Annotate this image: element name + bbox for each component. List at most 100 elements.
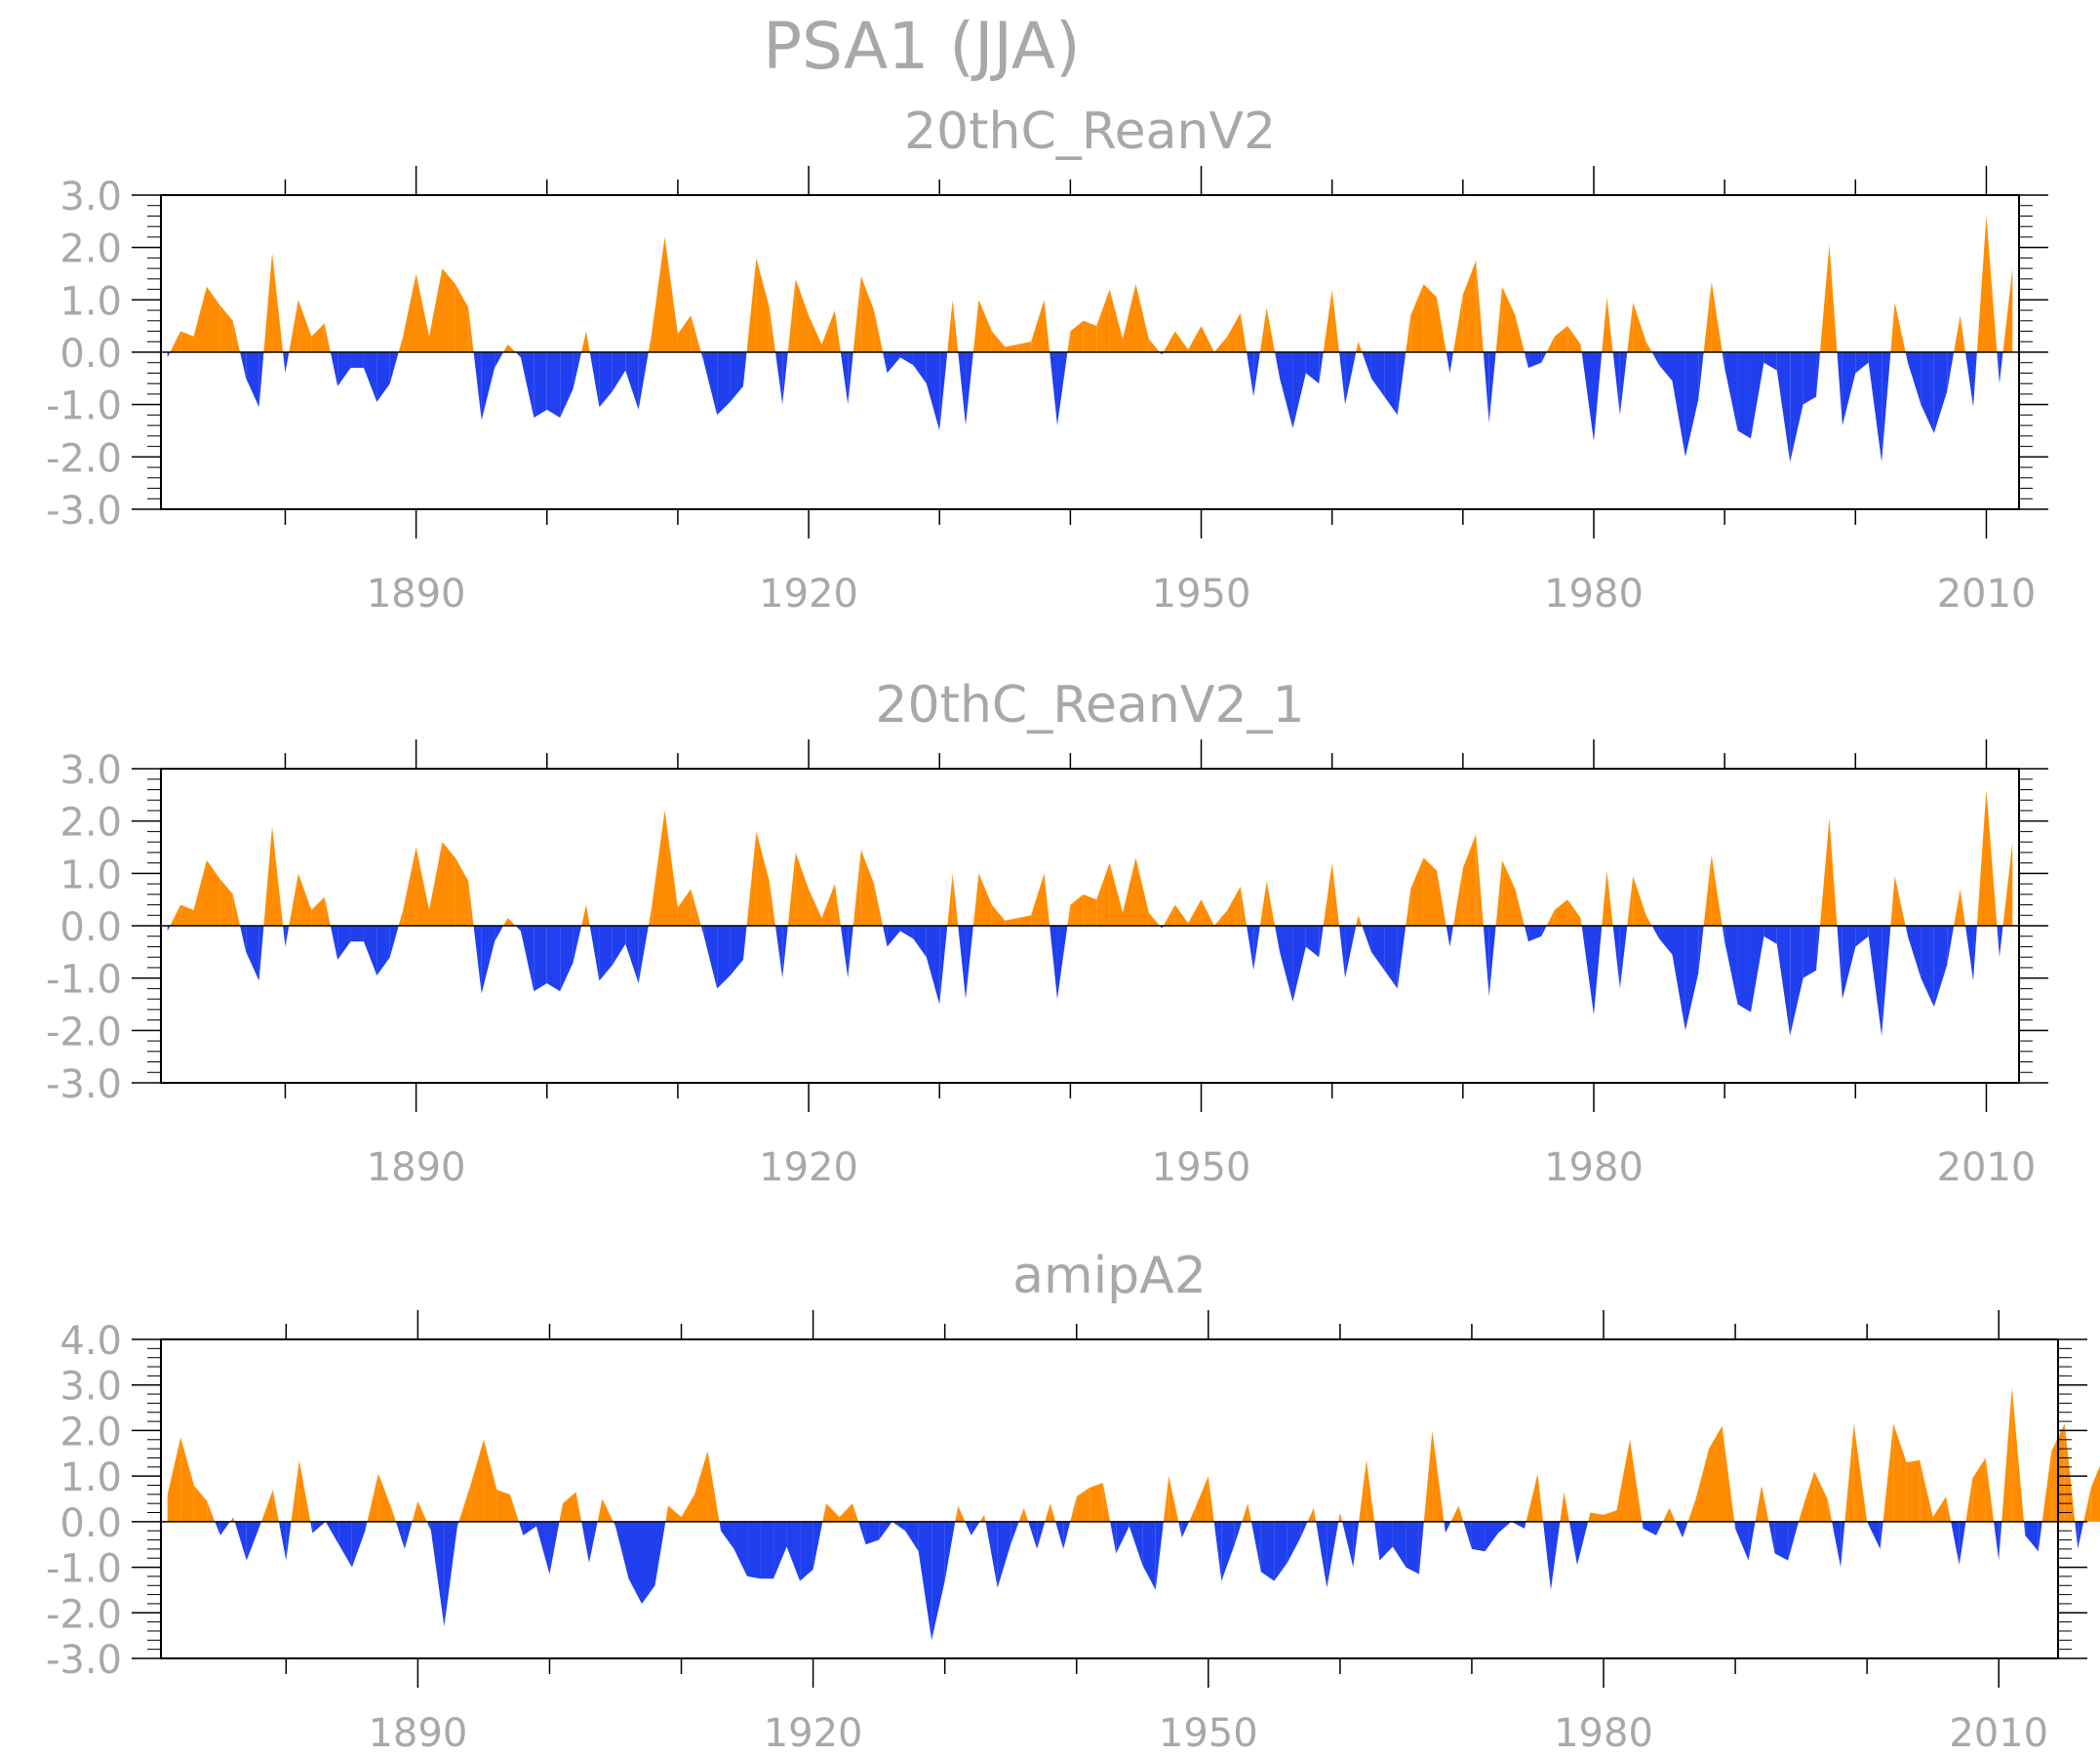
positive-area-segment bbox=[1070, 1496, 1077, 1522]
negative-area-segment bbox=[1581, 926, 1594, 1016]
negative-area-segment bbox=[1907, 352, 1922, 405]
negative-area-segment bbox=[1384, 352, 1398, 416]
negative-area-segment bbox=[515, 352, 521, 358]
y-tick-label: 2.0 bbox=[59, 227, 122, 272]
positive-area-segment bbox=[1567, 326, 1581, 352]
negative-area-segment bbox=[926, 352, 940, 431]
negative-area-segment bbox=[1837, 926, 1842, 1000]
positive-area-segment bbox=[1986, 216, 1998, 352]
y-tick-label: 3.0 bbox=[59, 748, 122, 793]
positive-area-segment bbox=[597, 1498, 603, 1522]
positive-area-segment bbox=[769, 307, 775, 352]
negative-area-segment bbox=[747, 1521, 761, 1579]
positive-area-segment bbox=[1976, 789, 1987, 926]
negative-area-segment bbox=[286, 1521, 292, 1561]
x-tick-label: 1890 bbox=[368, 1711, 467, 1754]
negative-area-segment bbox=[985, 1521, 998, 1588]
negative-area-segment bbox=[1370, 926, 1385, 971]
negative-area-segment bbox=[654, 1521, 666, 1586]
y-tick-label: 0.0 bbox=[59, 332, 122, 377]
negative-area-segment bbox=[283, 926, 286, 947]
positive-area-segment bbox=[707, 1451, 720, 1522]
x-tick-label: 1890 bbox=[367, 572, 466, 617]
negative-area-segment bbox=[1576, 1521, 1589, 1566]
negative-area-segment bbox=[1999, 352, 2003, 384]
positive-area-segment bbox=[193, 859, 207, 926]
panel-subtitle: 20thC_ReanV2_1 bbox=[875, 676, 1304, 735]
positive-area-segment bbox=[1801, 1471, 1815, 1522]
positive-area-segment bbox=[442, 268, 456, 352]
positive-area-segment bbox=[170, 331, 181, 352]
positive-area-segment bbox=[1018, 1507, 1024, 1522]
negative-area-segment bbox=[887, 352, 900, 374]
positive-area-segment bbox=[826, 1503, 840, 1522]
negative-area-segment bbox=[1342, 1521, 1354, 1568]
negative-area-segment bbox=[167, 352, 171, 358]
negative-area-segment bbox=[1776, 926, 1791, 1036]
positive-area-segment bbox=[2041, 1451, 2052, 1522]
negative-area-segment bbox=[1292, 352, 1306, 428]
positive-area-segment bbox=[416, 847, 430, 926]
positive-area-segment bbox=[263, 253, 273, 352]
negative-area-segment bbox=[1483, 352, 1489, 423]
positive-area-segment bbox=[1755, 1485, 1763, 1522]
positive-area-segment bbox=[403, 847, 416, 926]
positive-area-segment bbox=[193, 1485, 208, 1522]
negative-area-segment bbox=[546, 926, 561, 992]
negative-area-segment bbox=[1763, 926, 1777, 944]
positive-area-segment bbox=[1819, 817, 1830, 926]
positive-area-segment bbox=[1123, 857, 1136, 926]
negative-area-segment bbox=[285, 352, 290, 374]
negative-area-segment bbox=[1921, 352, 1934, 434]
negative-area-segment bbox=[1527, 926, 1542, 942]
positive-area-segment bbox=[1096, 862, 1110, 926]
plot-frame bbox=[160, 1338, 2059, 1659]
positive-area-segment bbox=[648, 907, 653, 926]
negative-area-segment bbox=[1790, 926, 1803, 1036]
positive-area-segment bbox=[1102, 1483, 1111, 1522]
negative-area-segment bbox=[518, 1521, 524, 1535]
negative-area-segment bbox=[1305, 926, 1320, 958]
positive-area-segment bbox=[1946, 1496, 1952, 1522]
positive-area-segment bbox=[1976, 216, 1987, 352]
positive-area-segment bbox=[233, 1517, 235, 1522]
positive-area-segment bbox=[1525, 1473, 1538, 1522]
positive-area-segment bbox=[1148, 339, 1161, 352]
negative-area-segment bbox=[1362, 352, 1371, 379]
y-tick-label: 0.0 bbox=[59, 905, 122, 950]
negative-area-segment bbox=[786, 1521, 801, 1581]
positive-area-segment bbox=[1906, 1459, 1921, 1522]
negative-area-segment bbox=[774, 352, 783, 405]
negative-area-segment bbox=[1790, 352, 1803, 462]
negative-area-segment bbox=[1803, 926, 1817, 978]
negative-area-segment bbox=[1397, 926, 1407, 989]
positive-area-segment bbox=[821, 310, 835, 352]
positive-area-segment bbox=[391, 1507, 396, 1522]
positive-area-segment bbox=[1453, 294, 1463, 352]
negative-area-segment bbox=[1406, 1521, 1419, 1575]
negative-area-segment bbox=[1619, 926, 1628, 989]
x-tick-label: 1920 bbox=[764, 1711, 863, 1754]
positive-area-segment bbox=[648, 334, 653, 352]
negative-area-segment bbox=[430, 1521, 445, 1627]
positive-area-segment bbox=[1462, 260, 1477, 352]
negative-area-segment bbox=[1063, 1521, 1071, 1549]
figure-title: PSA1 (JJA) bbox=[763, 9, 1080, 84]
positive-area-segment bbox=[1606, 870, 1613, 926]
negative-area-segment bbox=[1392, 1521, 1407, 1568]
negative-area-segment bbox=[1735, 1521, 1749, 1561]
positive-area-segment bbox=[1356, 341, 1359, 352]
negative-area-segment bbox=[1683, 1521, 1688, 1538]
positive-area-segment bbox=[834, 310, 841, 352]
positive-area-segment bbox=[496, 1490, 510, 1522]
positive-area-segment bbox=[193, 286, 207, 352]
positive-area-segment bbox=[852, 850, 861, 926]
positive-area-segment bbox=[1313, 1507, 1317, 1522]
negative-area-segment bbox=[278, 1521, 287, 1561]
negative-area-segment bbox=[573, 352, 582, 389]
negative-area-segment bbox=[1672, 926, 1685, 1031]
negative-area-segment bbox=[848, 926, 853, 978]
positive-area-segment bbox=[1044, 873, 1050, 926]
negative-area-segment bbox=[625, 352, 639, 411]
negative-area-segment bbox=[258, 352, 264, 408]
